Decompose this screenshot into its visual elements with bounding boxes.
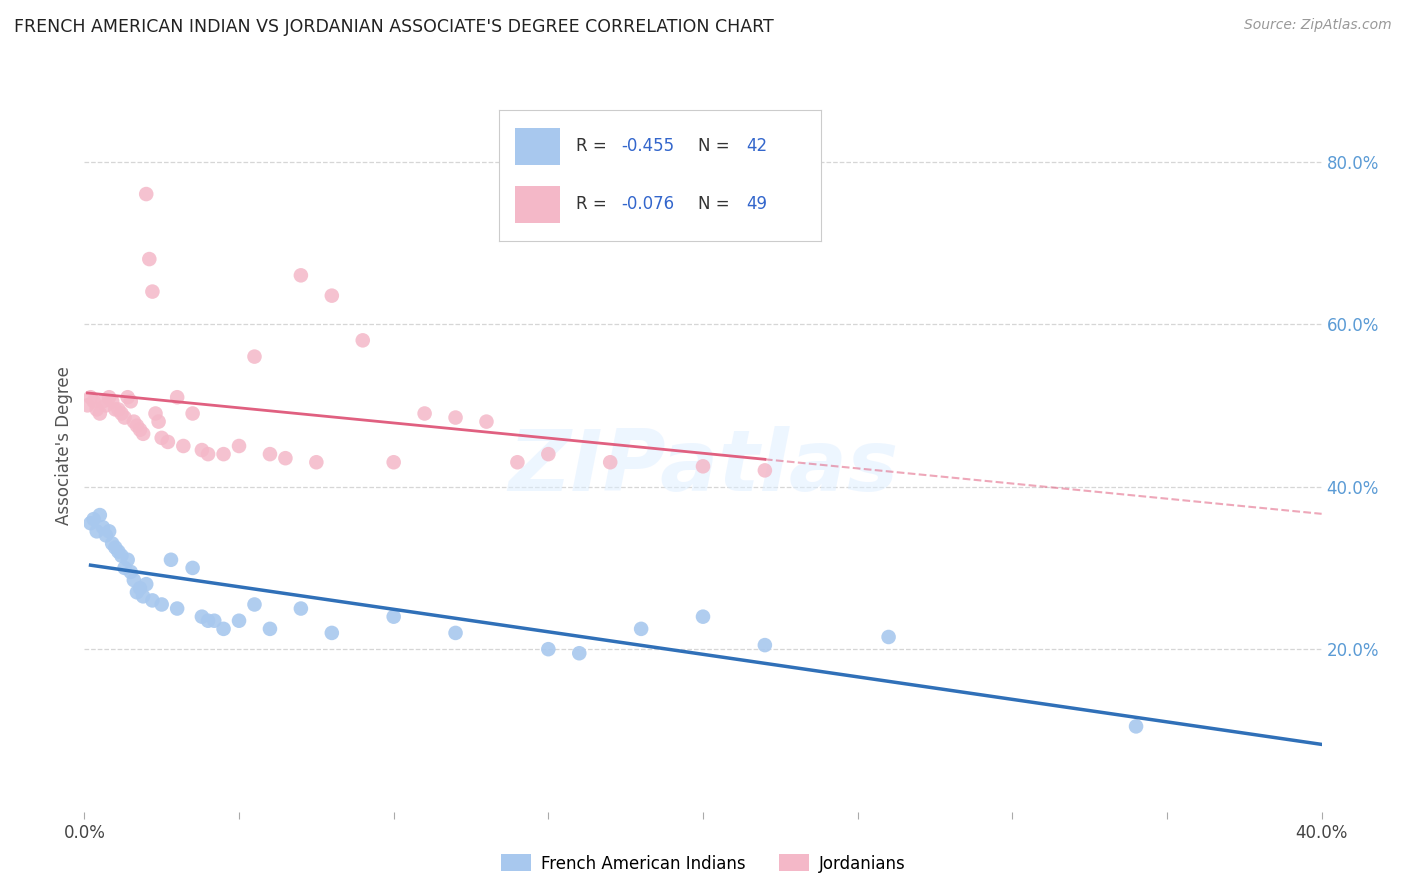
Point (197, 614, 219, 628)
Point (150, 598, 173, 612)
Point (754, 638, 776, 652)
Point (114, 410, 136, 425)
Point (86, 524, 108, 539)
Point (91, 394, 114, 409)
Point (181, 407, 204, 421)
Point (79, 516, 101, 531)
Point (86, 402, 108, 417)
Point (166, 601, 188, 615)
Point (243, 598, 266, 612)
Point (259, 447, 281, 461)
Point (382, 609, 405, 624)
Legend: French American Indians, Jordanians: French American Indians, Jordanians (494, 847, 912, 880)
Text: FRENCH AMERICAN INDIAN VS JORDANIAN ASSOCIATE'S DEGREE CORRELATION CHART: FRENCH AMERICAN INDIAN VS JORDANIAN ASSO… (14, 18, 773, 36)
Point (181, 561, 204, 575)
Point (160, 553, 183, 567)
Point (228, 614, 250, 628)
Point (148, 415, 170, 429)
Point (197, 447, 219, 461)
Point (877, 630, 900, 644)
Point (117, 553, 139, 567)
Point (202, 614, 225, 628)
Point (138, 252, 160, 266)
Point (321, 626, 343, 640)
Point (506, 455, 529, 469)
Point (79, 390, 101, 404)
Point (150, 431, 173, 445)
Point (352, 334, 374, 348)
Point (94, 398, 117, 412)
Point (141, 285, 163, 299)
Point (117, 390, 139, 404)
Point (413, 407, 436, 421)
Point (104, 402, 127, 417)
Point (120, 565, 142, 579)
Point (191, 443, 214, 458)
Point (125, 418, 148, 433)
Point (83, 394, 105, 409)
Point (101, 536, 124, 550)
Point (568, 646, 591, 660)
Point (290, 601, 312, 615)
Point (212, 622, 235, 636)
Point (156, 434, 179, 449)
Point (599, 455, 621, 469)
Text: Source: ZipAtlas.com: Source: ZipAtlas.com (1244, 18, 1392, 32)
Point (166, 390, 188, 404)
Point (274, 451, 297, 466)
Point (141, 593, 163, 607)
Point (98, 390, 121, 404)
Point (114, 561, 136, 575)
Point (132, 590, 155, 604)
Point (259, 622, 281, 636)
Y-axis label: Associate's Degree: Associate's Degree (55, 367, 73, 525)
Point (212, 447, 235, 461)
Point (91, 520, 114, 534)
Point (475, 415, 498, 429)
Point (290, 268, 312, 283)
Point (129, 581, 152, 595)
Point (120, 394, 142, 409)
Text: ZIPatlas: ZIPatlas (508, 426, 898, 509)
Point (305, 455, 328, 469)
Point (122, 415, 145, 429)
Point (98, 524, 121, 539)
Point (172, 439, 194, 453)
Point (122, 573, 145, 587)
Point (537, 642, 560, 657)
Point (228, 439, 250, 453)
Point (537, 447, 560, 461)
Point (135, 577, 157, 591)
Point (129, 423, 152, 437)
Point (382, 455, 405, 469)
Point (692, 609, 714, 624)
Point (243, 350, 266, 364)
Point (83, 512, 105, 526)
Point (125, 585, 148, 599)
Point (321, 288, 343, 302)
Point (1125, 719, 1147, 733)
Point (135, 187, 157, 202)
Point (107, 402, 129, 417)
Point (630, 622, 652, 636)
Point (132, 426, 155, 441)
Point (754, 463, 776, 477)
Point (89, 407, 111, 421)
Point (191, 609, 214, 624)
Point (444, 410, 467, 425)
Point (692, 459, 714, 474)
Point (76, 398, 98, 412)
Point (145, 407, 167, 421)
Point (110, 407, 132, 421)
Point (101, 394, 124, 409)
Point (107, 544, 129, 558)
Point (110, 549, 132, 563)
Point (89, 508, 111, 522)
Point (444, 626, 467, 640)
Point (94, 528, 117, 542)
Point (104, 541, 127, 555)
